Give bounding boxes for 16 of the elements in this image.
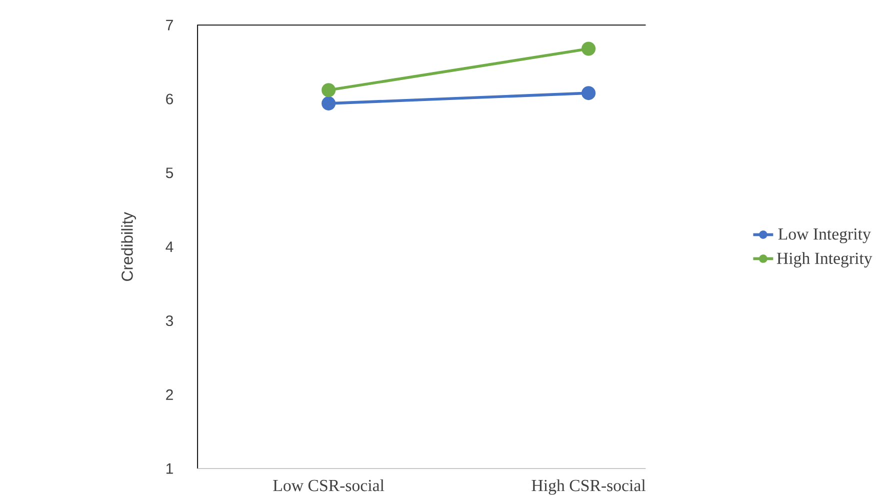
y-tick-label: 4 <box>166 242 174 252</box>
y-tick-label: 6 <box>166 94 173 104</box>
y-tick-label: 7 <box>166 20 173 30</box>
y-tick-label: 1 <box>166 464 173 474</box>
legend-label: Low Integrity <box>778 228 871 244</box>
x-tick-label: Low CSR-social <box>273 480 384 492</box>
y-tick-label: 2 <box>166 390 173 400</box>
y-tick-label: 3 <box>166 316 173 326</box>
legend-label: High Integrity <box>776 252 872 268</box>
point <box>582 42 596 56</box>
point <box>582 86 596 100</box>
point <box>322 83 336 98</box>
x-tick-label: High CSR-social <box>532 480 646 495</box>
y-axis-title: Credibility <box>121 212 136 282</box>
point <box>322 96 336 111</box>
y-tick-label: 5 <box>166 168 174 178</box>
